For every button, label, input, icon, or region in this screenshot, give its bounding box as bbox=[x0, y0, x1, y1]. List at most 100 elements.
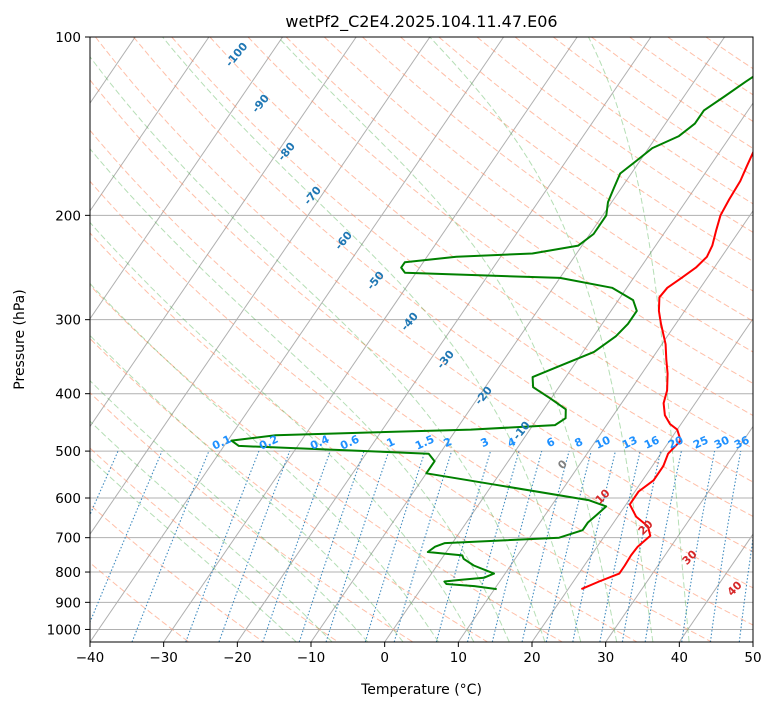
mixing-ratio-line bbox=[491, 450, 543, 642]
dry-adiabat-line bbox=[90, 180, 712, 642]
y-tick-label: 1000 bbox=[47, 622, 81, 638]
dry-adiabat-line bbox=[133, 37, 753, 517]
dry-adiabat-line bbox=[90, 504, 264, 642]
dry-adiabat-label: -40 bbox=[398, 310, 421, 334]
moist-adiabat-line bbox=[90, 334, 404, 642]
mixing-ratio-label: 36 bbox=[732, 433, 752, 451]
isotherm-line bbox=[90, 37, 357, 428]
background-lines bbox=[90, 37, 753, 642]
moist-adiabat-line bbox=[90, 221, 475, 642]
mixing-ratio-line bbox=[545, 450, 592, 642]
y-tick-label: 600 bbox=[55, 491, 81, 507]
dry-adiabat-line bbox=[591, 37, 753, 149]
dry-adiabat-label: -50 bbox=[364, 269, 387, 293]
y-tick-label: 800 bbox=[55, 565, 81, 581]
temperature-profile bbox=[581, 150, 753, 591]
dry-adiabat-label: -90 bbox=[249, 92, 272, 116]
y-tick-label: 500 bbox=[55, 444, 81, 460]
moist-adiabat-line bbox=[90, 56, 546, 642]
dry-adiabat-line bbox=[171, 37, 753, 483]
x-tick-label: 0 bbox=[380, 650, 389, 666]
mixing-ratio-line bbox=[709, 451, 742, 642]
mixing-ratio-line bbox=[325, 450, 390, 642]
y-axis: 100 200 300 400 500 600 700 800 900 1000 bbox=[47, 30, 90, 638]
dry-adiabat-line bbox=[705, 37, 753, 70]
isotherm-line bbox=[678, 533, 753, 642]
moist-adiabat-label: 0 bbox=[555, 457, 570, 472]
mixing-ratio-line bbox=[599, 450, 641, 642]
x-tick-label: 50 bbox=[744, 650, 761, 666]
isotherm-line bbox=[384, 102, 753, 642]
mixing-ratio-label: 8 bbox=[573, 435, 585, 450]
mixing-ratio-label: 13 bbox=[620, 433, 639, 451]
moist-adiabat-line bbox=[90, 420, 333, 642]
moist-adiabat-line bbox=[277, 37, 618, 642]
dry-adiabat-line bbox=[95, 37, 753, 553]
y-tick-label: 700 bbox=[55, 531, 81, 547]
moist-adiabat-line bbox=[588, 37, 690, 642]
mixing-ratio-line bbox=[364, 450, 426, 642]
mixing-ratio-line bbox=[218, 450, 291, 642]
dry-adiabat-line bbox=[90, 447, 339, 642]
isotherm-line bbox=[163, 37, 578, 642]
mixing-ratio-line bbox=[572, 450, 616, 642]
dry-adiabat-line bbox=[90, 284, 563, 642]
moist-adiabat-line bbox=[90, 282, 439, 642]
chart-title: wetPf2_C2E4.2025.104.11.47.E06 bbox=[285, 12, 557, 32]
mixing-ratio-label: 25 bbox=[691, 433, 710, 451]
dry-adiabat-line bbox=[247, 37, 753, 417]
dry-adiabat-line bbox=[285, 37, 753, 384]
mixing-ratio-line bbox=[435, 450, 492, 642]
mixing-ratio-label: 6 bbox=[545, 435, 558, 450]
dry-adiabat-label: -30 bbox=[434, 348, 457, 372]
mixing-ratio-label: 10 bbox=[593, 433, 613, 451]
mixing-ratio-line bbox=[262, 450, 331, 642]
dry-adiabat-line bbox=[90, 562, 190, 642]
mixing-ratio-label: 0.6 bbox=[338, 432, 361, 452]
y-tick-label: 200 bbox=[55, 208, 81, 224]
isotherm-line bbox=[531, 317, 753, 642]
isotherm-line bbox=[90, 37, 210, 212]
y-tick-label: 900 bbox=[55, 595, 81, 611]
x-tick-label: 20 bbox=[523, 650, 540, 666]
isotherm-line bbox=[236, 37, 652, 642]
mixing-ratio-line bbox=[90, 450, 163, 624]
x-tick-label: −20 bbox=[223, 650, 252, 666]
profile-lines bbox=[230, 75, 753, 591]
isotherm-line bbox=[90, 37, 505, 642]
y-tick-label: 300 bbox=[55, 313, 81, 329]
moist-adiabat-line bbox=[90, 148, 510, 642]
mixing-ratio-label: 20 bbox=[666, 433, 686, 451]
x-tick-label: 10 bbox=[450, 650, 467, 666]
isotherm-line bbox=[90, 37, 431, 536]
moist-adiabat-line bbox=[429, 37, 654, 642]
dry-adiabat-line bbox=[323, 37, 753, 353]
y-axis-label: Pressure (hPa) bbox=[12, 289, 28, 389]
plot-frame bbox=[89, 36, 754, 643]
x-tick-label: 30 bbox=[597, 650, 614, 666]
mixing-ratio-line bbox=[644, 450, 682, 642]
y-tick-label: 100 bbox=[55, 30, 81, 46]
x-tick-label: −10 bbox=[297, 650, 326, 666]
moist-adiabat-line bbox=[90, 379, 369, 642]
moist-adiabat-label: 20 bbox=[636, 517, 656, 537]
moist-adiabat-label: 40 bbox=[725, 578, 745, 598]
mixing-ratio-line bbox=[393, 450, 453, 642]
dewpoint-profile bbox=[230, 75, 753, 591]
mixing-ratio-line bbox=[298, 450, 365, 642]
dry-adiabat-line bbox=[209, 37, 753, 449]
mixing-ratio-label: 30 bbox=[712, 433, 732, 451]
dry-adiabat-line bbox=[400, 37, 753, 292]
dry-adiabat-label: -80 bbox=[275, 140, 298, 164]
mixing-ratio-line bbox=[131, 450, 210, 642]
dry-adiabat-label: -100 bbox=[223, 40, 251, 70]
mixing-ratio-line bbox=[185, 450, 260, 642]
mixing-ratio-line bbox=[466, 450, 520, 642]
moist-adiabat-line bbox=[162, 37, 582, 642]
isotherm-line bbox=[752, 641, 753, 642]
dry-adiabat-line bbox=[362, 37, 753, 322]
y-tick-label: 400 bbox=[55, 387, 81, 403]
dry-adiabat-line bbox=[438, 37, 753, 262]
dry-adiabat-line bbox=[90, 79, 753, 589]
